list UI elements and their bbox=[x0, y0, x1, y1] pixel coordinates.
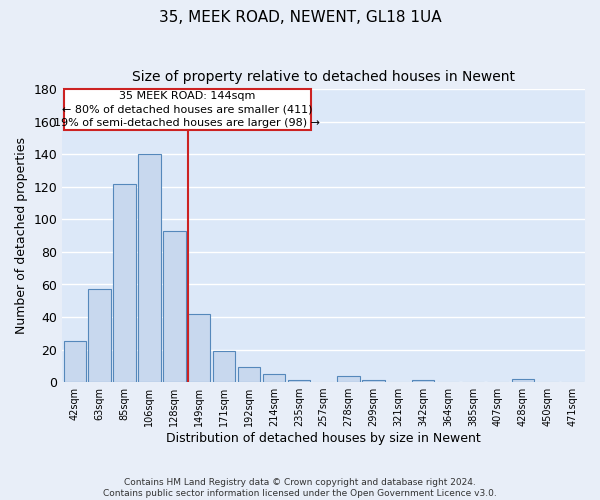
Text: 35 MEEK ROAD: 144sqm
← 80% of detached houses are smaller (411)
19% of semi-deta: 35 MEEK ROAD: 144sqm ← 80% of detached h… bbox=[55, 92, 320, 128]
Bar bbox=[138, 154, 161, 382]
Bar bbox=[412, 380, 434, 382]
Bar bbox=[213, 351, 235, 382]
Bar bbox=[88, 290, 111, 382]
Bar bbox=[362, 380, 385, 382]
Y-axis label: Number of detached properties: Number of detached properties bbox=[15, 137, 28, 334]
Bar bbox=[287, 380, 310, 382]
Bar bbox=[188, 314, 211, 382]
Text: Contains HM Land Registry data © Crown copyright and database right 2024.
Contai: Contains HM Land Registry data © Crown c… bbox=[103, 478, 497, 498]
Bar bbox=[64, 90, 311, 130]
Bar bbox=[238, 368, 260, 382]
Bar bbox=[263, 374, 285, 382]
Title: Size of property relative to detached houses in Newent: Size of property relative to detached ho… bbox=[132, 70, 515, 84]
Bar bbox=[512, 379, 534, 382]
Bar bbox=[163, 231, 185, 382]
Text: 35, MEEK ROAD, NEWENT, GL18 1UA: 35, MEEK ROAD, NEWENT, GL18 1UA bbox=[158, 10, 442, 25]
Bar bbox=[64, 342, 86, 382]
Bar bbox=[113, 184, 136, 382]
X-axis label: Distribution of detached houses by size in Newent: Distribution of detached houses by size … bbox=[166, 432, 481, 445]
Bar bbox=[337, 376, 360, 382]
